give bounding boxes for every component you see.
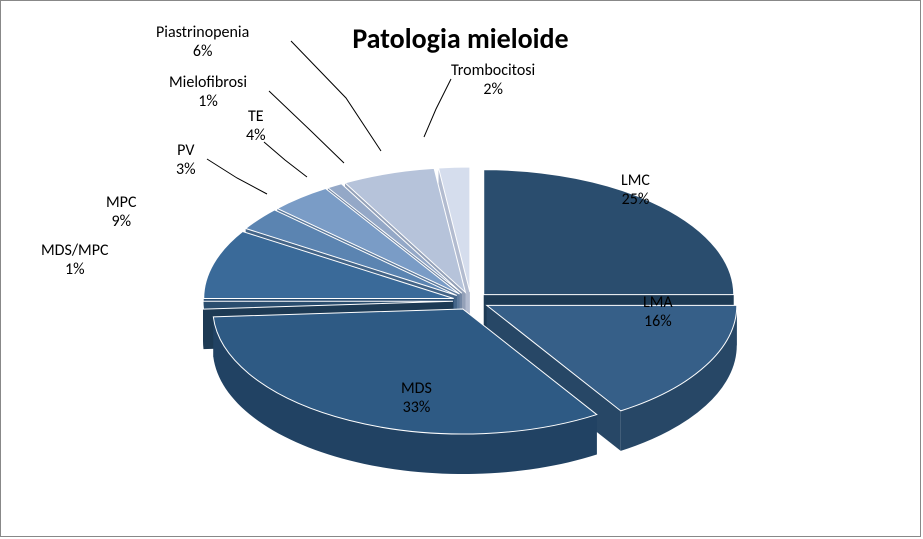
slice-label-line: Piastrinopenia — [156, 23, 249, 42]
slice-label-line: 9% — [106, 212, 136, 231]
slice-label-line: MPC — [106, 193, 136, 212]
leader-line — [269, 91, 344, 163]
slice-label-line: 1% — [41, 260, 109, 279]
slice-label: Trombocitosi2% — [451, 61, 535, 99]
slice-label: Piastrinopenia6% — [156, 23, 249, 61]
slice-label-line: 3% — [176, 160, 196, 179]
slice-label: PV3% — [176, 141, 196, 179]
slice-label-line: 1% — [169, 92, 247, 111]
slice-label-line: MDS/MPC — [41, 241, 109, 260]
slice-label-line: PV — [176, 141, 196, 160]
slice-label-line: LMA — [643, 293, 673, 312]
slice-label: MDS33% — [401, 379, 432, 417]
slice-label: LMC25% — [621, 171, 650, 209]
slice-label-line: 6% — [156, 42, 249, 61]
slice-label-line: 33% — [401, 398, 432, 417]
slice-label-line: Mielofibrosi — [169, 73, 247, 92]
leader-line — [291, 41, 381, 151]
slice-label: TE4% — [246, 107, 266, 145]
slice-label-line: 2% — [451, 80, 535, 99]
chart-frame: Patologia mieloide LMC25%LMA16%MDS33%MDS… — [0, 0, 921, 537]
slice-label: Mielofibrosi1% — [169, 73, 247, 111]
leader-line — [207, 159, 267, 194]
slice-label-line: 4% — [246, 126, 266, 145]
leader-line — [264, 142, 307, 177]
slice-label: MDS/MPC1% — [41, 241, 109, 279]
slice-label-line: TE — [246, 107, 266, 126]
slice-label-line: LMC — [621, 171, 650, 190]
slice-label: MPC9% — [106, 193, 136, 231]
slice-label: LMA16% — [643, 293, 673, 331]
slice-label-line: Trombocitosi — [451, 61, 535, 80]
leader-line — [424, 79, 451, 137]
slice-label-line: 25% — [621, 190, 650, 209]
slice-label-line: MDS — [401, 379, 432, 398]
slice-label-line: 16% — [643, 312, 673, 331]
